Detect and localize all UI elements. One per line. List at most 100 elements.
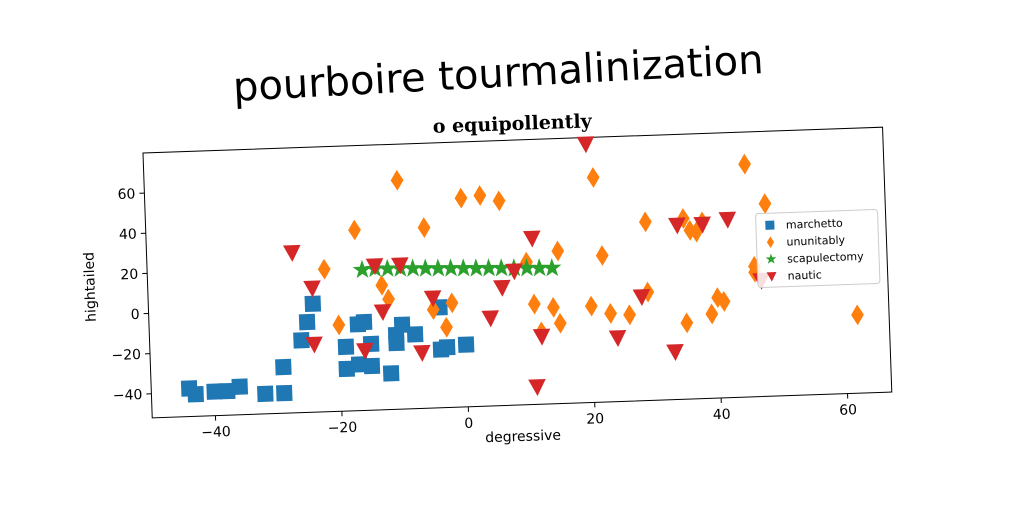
scapulectomy-point xyxy=(517,258,537,277)
ununitably-point xyxy=(382,288,395,310)
marchetto-point xyxy=(298,313,316,331)
legend-label-ununitably: ununitably xyxy=(786,234,845,249)
marchetto-point xyxy=(382,365,400,382)
nautic-point xyxy=(305,336,323,354)
scapulectomy-point xyxy=(415,258,435,277)
legend-label-marchetto: marchetto xyxy=(786,217,844,232)
nautic-point xyxy=(423,290,442,308)
marchetto-point xyxy=(257,385,274,403)
scapulectomy-point xyxy=(466,258,486,277)
x-tick-label: −20 xyxy=(327,420,357,437)
marchetto-point xyxy=(338,360,355,378)
nautic-point xyxy=(413,344,431,362)
legend-marker-marchetto xyxy=(765,220,775,230)
y-axis-label: hightailed xyxy=(81,252,99,322)
nautic-point xyxy=(632,288,651,306)
nautic-point xyxy=(668,217,686,235)
nautic-point xyxy=(522,230,541,248)
scapulectomy-point xyxy=(403,258,423,277)
main-title: pourboire tourmalinization xyxy=(232,37,765,111)
ununitably-point xyxy=(586,167,600,188)
axis-ticks: −40 −20 0 20 40 60 −40 −20 0 20 40 60 xyxy=(111,186,857,441)
nautic-point xyxy=(608,329,627,347)
nautic-point xyxy=(576,136,595,154)
ununitably-point xyxy=(705,303,719,325)
x-tick-label: 0 xyxy=(464,416,473,432)
ununitably-point xyxy=(473,185,487,206)
marchetto-point xyxy=(350,356,368,373)
ununitably-point xyxy=(604,303,617,324)
marchetto-point xyxy=(275,358,292,376)
chart-title: o equipollently xyxy=(432,110,593,138)
ununitably-point xyxy=(417,217,431,238)
nautic-point xyxy=(365,258,384,276)
scapulectomy-point xyxy=(479,258,499,277)
ununitably-point xyxy=(689,221,703,243)
ununitably-point xyxy=(375,274,389,296)
nautic-point xyxy=(373,304,392,322)
ununitably-point xyxy=(584,295,598,317)
scapulectomy-point xyxy=(352,259,372,279)
ununitably-point xyxy=(332,314,346,336)
nautic-point xyxy=(493,279,511,297)
ununitably-point xyxy=(638,211,652,233)
legend-marker-scapulectomy xyxy=(765,253,777,264)
ununitably-point xyxy=(426,299,440,320)
nautic-point xyxy=(693,216,711,234)
nautic-point xyxy=(282,244,301,262)
y-tick-label: 0 xyxy=(130,307,139,323)
ununitably-point xyxy=(440,316,453,338)
legend-marker-ununitably xyxy=(766,236,775,249)
ununitably-point xyxy=(492,190,506,212)
marchetto-point xyxy=(355,313,373,331)
legend-marker-nautic xyxy=(766,272,777,282)
ununitably-point xyxy=(717,291,731,312)
marchetto-point xyxy=(337,338,355,356)
legend-label-scapulectomy: scapulectomy xyxy=(787,250,865,266)
nautic-point xyxy=(528,378,546,396)
x-axis-label: degressive xyxy=(485,428,561,447)
nautic-point xyxy=(505,263,523,281)
y-tick-label: −20 xyxy=(111,347,141,364)
x-tick-label: −40 xyxy=(201,424,231,441)
scapulectomy-point xyxy=(491,258,511,277)
marchetto-point xyxy=(187,385,204,403)
nautic-point xyxy=(356,342,374,360)
y-tick-label: 20 xyxy=(120,267,138,284)
nautic-point xyxy=(481,310,500,328)
y-tick-label: 60 xyxy=(117,186,135,203)
scapulectomy-point xyxy=(441,258,461,277)
legend-box xyxy=(755,209,881,289)
marchetto-point xyxy=(363,357,381,375)
ununitably-point xyxy=(851,304,864,326)
plot-group: o equipollently −40 −20 0 20 40 60 −40 −20 0 20 40… xyxy=(81,110,893,447)
ununitably-point xyxy=(738,153,751,175)
ununitably-point xyxy=(454,187,468,209)
marchetto-point xyxy=(293,332,310,349)
marchetto-point xyxy=(276,384,293,402)
nautic-point xyxy=(532,328,551,346)
plot-area xyxy=(142,126,893,419)
ununitably-point xyxy=(390,169,404,191)
ununitably-point xyxy=(680,312,694,334)
marchetto-point xyxy=(393,316,411,334)
nautic-point xyxy=(303,280,321,298)
marchetto-point xyxy=(388,334,405,352)
scapulectomy-point xyxy=(542,258,562,277)
nautic-point xyxy=(718,211,737,229)
scapulectomy-point xyxy=(428,258,448,277)
nautic-point xyxy=(390,257,409,275)
ununitably-point xyxy=(445,292,459,314)
ununitably-point xyxy=(758,193,772,214)
marchetto-point xyxy=(218,382,236,400)
marchetto-point xyxy=(231,378,249,395)
ununitably-point xyxy=(551,240,565,262)
data-marks xyxy=(180,136,864,403)
ununitably-point xyxy=(348,219,361,241)
ununitably-point xyxy=(547,297,560,318)
ununitably-point xyxy=(595,245,609,266)
x-tick-label: 60 xyxy=(839,402,857,419)
scapulectomy-point xyxy=(453,258,473,277)
